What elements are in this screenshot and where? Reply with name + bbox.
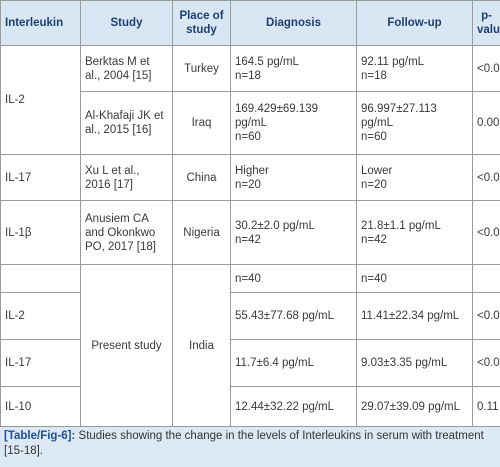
row: IL-1β Anusiem CA and Okonkwo PO, 2017 [1… — [1, 201, 500, 265]
p-value — [473, 265, 500, 293]
study: Anusiem CA and Okonkwo PO, 2017 [18] — [81, 201, 173, 265]
p-value: 0.11 — [473, 387, 500, 427]
study: Berktas M et al., 2004 [15] — [81, 46, 173, 92]
row: IL-2 Berktas M et al., 2004 [15] Turkey … — [1, 46, 500, 92]
line: n=42 — [235, 233, 352, 247]
p-value: <0.001 — [473, 155, 500, 201]
follow-up: 29.07±39.09 pg/mL — [357, 387, 473, 427]
p-value: <0.001 — [473, 340, 500, 387]
line: n=60 — [235, 130, 352, 144]
diagnosis: 12.44±32.22 pg/mL — [231, 387, 357, 427]
line: 96.997±27.113 pg/mL — [361, 102, 468, 130]
line: 92.11 pg/mL — [361, 55, 468, 69]
study: Xu L et al., 2016 [17] — [81, 155, 173, 201]
header-cell: Place of study — [173, 1, 231, 46]
place: India — [173, 265, 231, 427]
caption-text: Studies showing the change in the levels… — [4, 430, 484, 457]
line: 164.5 pg/mL — [235, 55, 352, 69]
interleukin: IL-10 — [1, 387, 81, 427]
p-value: <0.05 — [473, 201, 500, 265]
interleukin: IL-2 — [1, 46, 81, 155]
study: Al-Khafaji JK et al., 2015 [16] — [81, 92, 173, 155]
diagnosis: n=40 — [231, 265, 357, 293]
interleukin — [1, 265, 81, 293]
header-cell: Study — [81, 1, 173, 46]
row: IL-17 11.7±6.4 pg/mL 9.03±3.35 pg/mL <0.… — [1, 340, 500, 387]
follow-up: 11.41±22.34 pg/mL — [357, 293, 473, 340]
caption: [Table/Fig-6]: Studies showing the chang… — [0, 427, 500, 467]
row: Present study India n=40 n=40 — [1, 265, 500, 293]
header-cell: Diagnosis — [231, 1, 357, 46]
interleukin: IL-2 — [1, 293, 81, 340]
p-value: <0.05 — [473, 46, 500, 92]
follow-up: n=40 — [357, 265, 473, 293]
row: IL-10 12.44±32.22 pg/mL 29.07±39.09 pg/m… — [1, 387, 500, 427]
line: n=20 — [235, 178, 352, 192]
place: China — [173, 155, 231, 201]
caption-label: [Table/Fig-6]: — [4, 430, 75, 442]
line: Lower — [361, 164, 468, 178]
place: Iraq — [173, 92, 231, 155]
diagnosis: 55.43±77.68 pg/mL — [231, 293, 357, 340]
p-value: 0.003 — [473, 92, 500, 155]
header-row: Interleukin Study Place of study Diagnos… — [1, 1, 500, 46]
line: Higher — [235, 164, 352, 178]
line: 30.2±2.0 pg/mL — [235, 219, 352, 233]
results-table: Interleukin Study Place of study Diagnos… — [0, 0, 500, 427]
follow-up: 9.03±3.35 pg/mL — [357, 340, 473, 387]
line: n=18 — [235, 69, 352, 83]
row: IL-2 55.43±77.68 pg/mL 11.41±22.34 pg/mL… — [1, 293, 500, 340]
interleukin: IL-17 — [1, 155, 81, 201]
line: n=42 — [361, 233, 468, 247]
line: n=20 — [361, 178, 468, 192]
line: n=60 — [361, 130, 468, 144]
interleukin: IL-1β — [1, 201, 81, 265]
row: IL-17 Xu L et al., 2016 [17] China Highe… — [1, 155, 500, 201]
line: 169.429±69.139 pg/mL — [235, 102, 352, 130]
place: Nigeria — [173, 201, 231, 265]
study: Present study — [81, 265, 173, 427]
header-cell: p-value — [473, 1, 500, 46]
place: Turkey — [173, 46, 231, 92]
diagnosis: 11.7±6.4 pg/mL — [231, 340, 357, 387]
header-cell: Interleukin — [1, 1, 81, 46]
header-cell: Follow-up — [357, 1, 473, 46]
line: n=18 — [361, 69, 468, 83]
p-value: <0.001 — [473, 293, 500, 340]
line: 21.8±1.1 pg/mL — [361, 219, 468, 233]
interleukin: IL-17 — [1, 340, 81, 387]
